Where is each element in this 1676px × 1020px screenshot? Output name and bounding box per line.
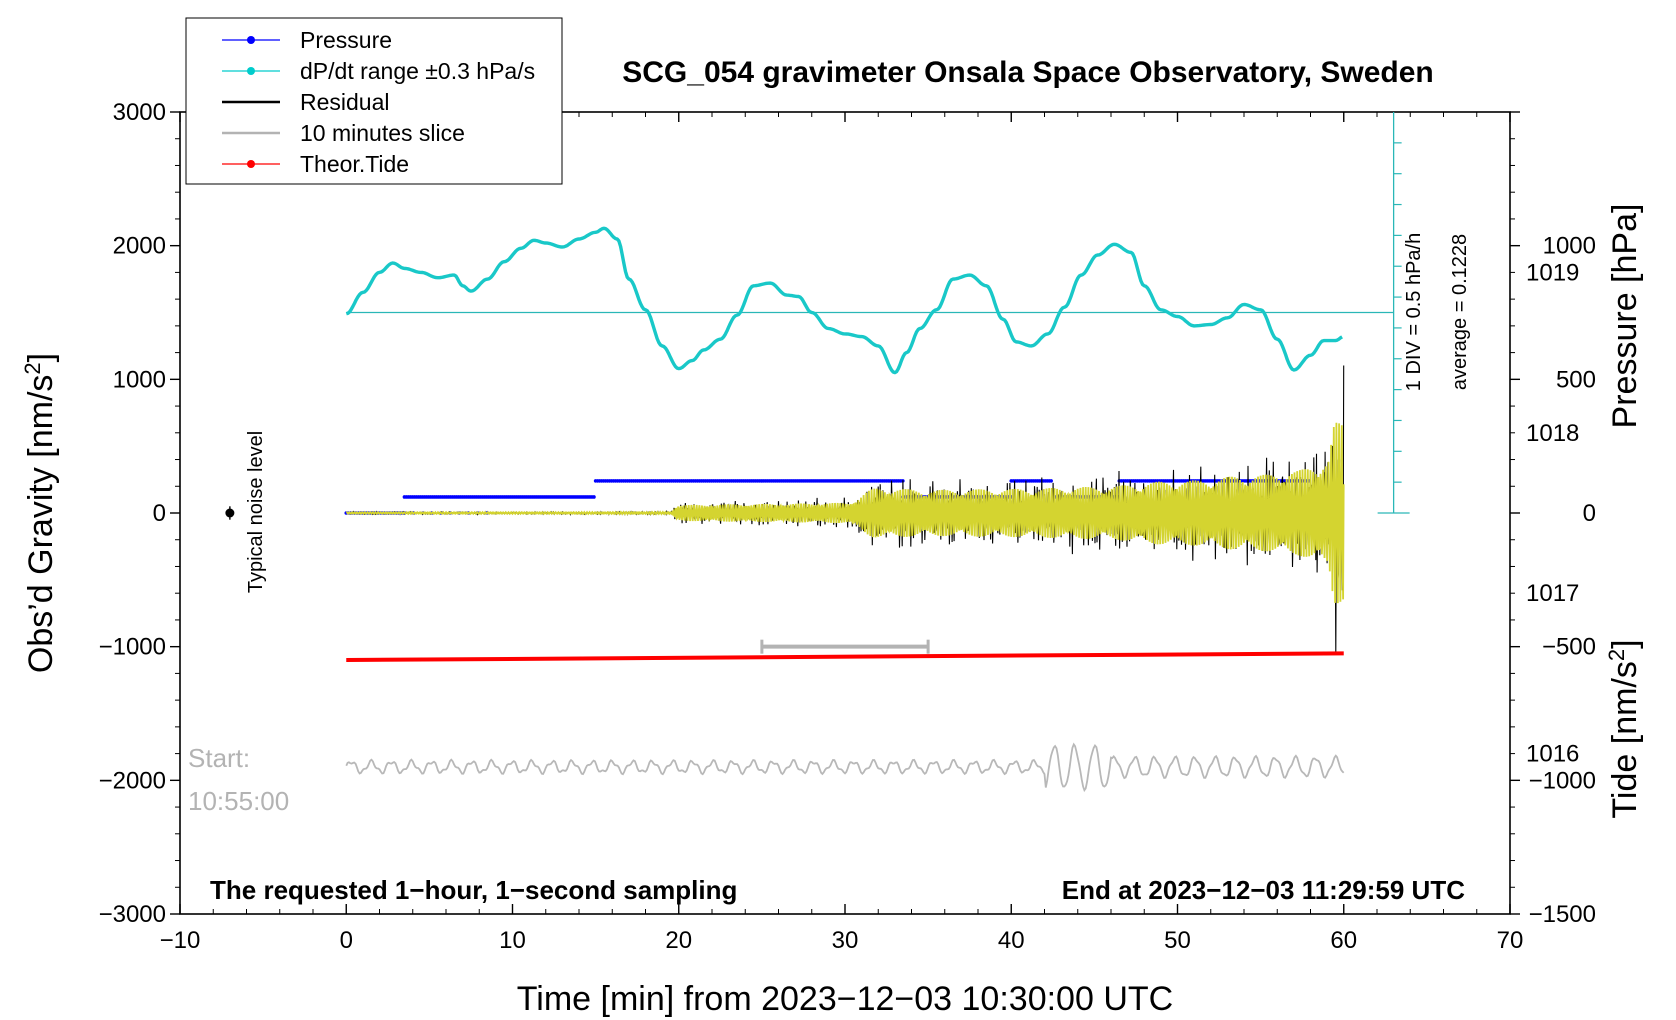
noise-marker <box>225 506 235 520</box>
legend-item: dP/dt range ±0.3 hPa/s <box>222 58 535 84</box>
x-tick-label: 70 <box>1497 927 1524 954</box>
tide-tick-label: −1000 <box>1529 767 1596 794</box>
noise-level-label: Typical noise level <box>245 431 267 593</box>
y-tick-label: 0 <box>153 500 166 527</box>
x-axis-label: Time [min] from 2023−12−03 10:30:00 UTC <box>517 980 1173 1018</box>
sampling-note: The requested 1−hour, 1−second sampling <box>210 875 737 905</box>
dpdt-line <box>345 226 1343 375</box>
slice-trace-series <box>345 742 1345 793</box>
legend-swatch-dot <box>247 67 255 75</box>
tide-tick-label: 500 <box>1556 366 1596 393</box>
legend-swatch-dot <box>247 36 255 44</box>
pressure-tick-label: 1018 <box>1526 420 1579 447</box>
start-time: 10:55:00 <box>188 786 289 816</box>
legend-label: Theor.Tide <box>300 151 409 177</box>
tide-axis-label-main: Tide [nm/s <box>1606 661 1644 818</box>
legend-label: 10 minutes slice <box>300 120 465 146</box>
pressure-tick-label: 1019 <box>1526 259 1579 286</box>
y-tick-label: −2000 <box>99 767 166 794</box>
pressure-point <box>592 495 596 499</box>
pressure-point <box>1049 479 1053 483</box>
legend-label: Pressure <box>300 27 392 53</box>
x-tick-label: 50 <box>1164 927 1191 954</box>
x-tick-label: 40 <box>998 927 1025 954</box>
tide-tick-label: 0 <box>1583 500 1596 527</box>
end-time-note: End at 2023−12−03 11:29:59 UTC <box>1062 875 1465 905</box>
x-tick-label: 20 <box>665 927 692 954</box>
x-tick-label: 10 <box>499 927 526 954</box>
axis-ticks: −10 0 10 20 30 40 50 60 70 −3000 −2000 −1000 0 1000 20… <box>99 99 1596 954</box>
legend-label: dP/dt range ±0.3 hPa/s <box>300 58 535 84</box>
pressure-tick-label: 1017 <box>1526 580 1579 607</box>
filtered-line <box>345 422 1345 604</box>
legend-swatch-dot <box>247 160 255 168</box>
residual-series <box>345 365 1345 654</box>
div-label: 1 DIV = 0.5 hPa/h <box>1403 233 1425 391</box>
y-tick-label: 1000 <box>113 366 166 393</box>
tide-line <box>346 651 1344 663</box>
y-axis-left-label-sup: 2 <box>20 362 45 374</box>
tide-tick-label: 1000 <box>1543 233 1596 260</box>
chart-title: SCG_054 gravimeter Onsala Space Observat… <box>622 56 1434 89</box>
y-tick-label: −1000 <box>99 634 166 661</box>
legend-item: Residual <box>222 89 390 115</box>
tide-axis-label-end: ] <box>1606 639 1644 648</box>
tide-axis-label-sup: 2 <box>1604 649 1629 661</box>
x-tick-label: 60 <box>1330 927 1357 954</box>
dpdt-series <box>345 226 1343 375</box>
legend-label: Residual <box>300 89 390 115</box>
x-tick-label: 30 <box>832 927 859 954</box>
y-axis-left-label: Obs’d Gravity [nm/s2] <box>20 353 60 673</box>
legend-item: 10 minutes slice <box>222 120 465 146</box>
x-tick-label: 0 <box>340 927 353 954</box>
y-axis-left-label-end: ] <box>22 353 60 362</box>
average-label: average = 0.1228 <box>1449 234 1471 390</box>
y-axis-left-label-main: Obs’d Gravity [nm/s <box>22 375 60 674</box>
legend-item: Theor.Tide <box>222 151 409 177</box>
dpdt-scale-bar <box>760 112 1410 654</box>
slice-trace-line <box>345 742 1345 793</box>
noise-point <box>225 508 235 518</box>
pressure-tick-label: 1016 <box>1526 741 1579 768</box>
start-label: Start: <box>188 743 250 773</box>
y-tick-label: 2000 <box>113 233 166 260</box>
tide-tick-label: −1500 <box>1529 901 1596 928</box>
theor-tide-series <box>346 651 1344 663</box>
x-tick-label: −10 <box>160 927 201 954</box>
tide-axis-label: Tide [nm/s2] <box>1604 639 1644 818</box>
pressure-axis-label: Pressure [hPa] <box>1606 204 1644 429</box>
tide-tick-label: −500 <box>1542 634 1596 661</box>
y-tick-label: 3000 <box>113 99 166 126</box>
y-tick-label: −3000 <box>99 901 166 928</box>
legend-item: Pressure <box>222 27 392 53</box>
legend: Pressure dP/dt range ±0.3 hPa/s Residual 10… <box>185 17 563 185</box>
